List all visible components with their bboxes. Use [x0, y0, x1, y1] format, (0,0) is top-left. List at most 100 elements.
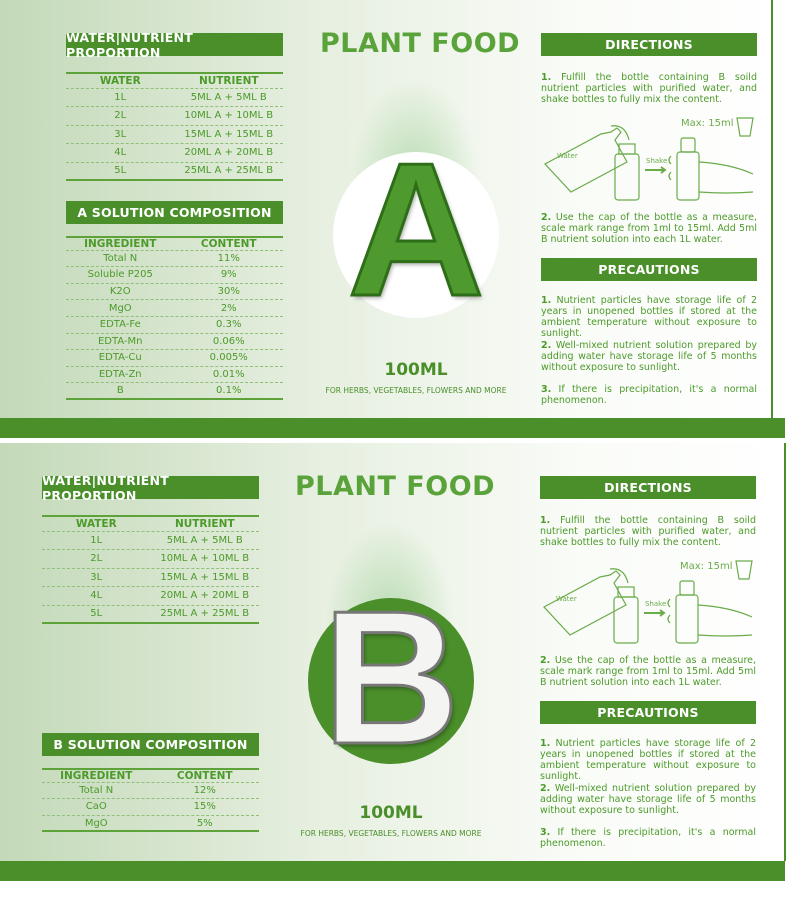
table-row: 1L 5ML A + 5ML B [42, 532, 259, 550]
water-label: Water [556, 595, 577, 603]
pour-arrow-icon [610, 125, 630, 141]
table-row: 3L 15ML A + 15ML B [42, 569, 259, 587]
label-bottom-bar [0, 861, 785, 881]
cell: 0.005% [209, 352, 248, 364]
step-number: 1. [540, 515, 551, 526]
step-number: 2. [540, 655, 551, 666]
cell: 2L [90, 553, 103, 565]
max-label: Max: 15ml [680, 561, 733, 572]
step-number: 3. [541, 384, 552, 395]
precaution-2: 2. Well-mixed nutrient solution prepared… [541, 340, 757, 373]
composition-table: INGREDIENT CONTENT Total N 11% Soluble P205 9… [66, 236, 283, 400]
proportion-table: WATER NUTRIENT 1L 5ML A + 5ML B 2L 10ML A + 1… [66, 72, 283, 181]
column-header: CONTENT [176, 769, 233, 782]
table-row: 2L 10ML A + 10ML B [66, 107, 283, 126]
product-title: PLANT FOOD [295, 471, 496, 502]
column-header: WATER [99, 74, 141, 87]
table-header: WATER NUTRIENT [42, 515, 259, 532]
cell: Total N [103, 252, 138, 264]
table-header: WATER NUTRIENT [66, 72, 283, 89]
table-row: 1L 5ML A + 5ML B [66, 89, 283, 107]
step-text: Use the cap of the bottle as a measure, … [540, 655, 757, 688]
proportion-heading: WATER|NUTRIENT PROPORTION [42, 473, 259, 503]
product-letter: B [321, 572, 461, 784]
cell: 0.01% [212, 369, 245, 381]
directions-illustration: Water Shake Max: 15ml [540, 555, 756, 650]
cell: EDTA-Cu [98, 352, 142, 364]
volume: 100ML [359, 803, 423, 823]
hand-shaking-bottle-icon [668, 137, 754, 201]
letter-circle [308, 598, 474, 764]
label-a: WATER|NUTRIENT PROPORTION WATER NUTRIENT 1L… [0, 0, 785, 438]
product-letter: A [346, 124, 486, 336]
precautions-heading: PRECAUTIONS [541, 258, 757, 281]
table-row: EDTA-Mn 0.06% [66, 334, 283, 351]
directions-heading: DIRECTIONS [540, 476, 756, 499]
step-text: Fulfill the bottle containing B soild nu… [541, 72, 757, 105]
cell: 12% [193, 784, 216, 796]
composition-table: INGREDIENT CONTENT Total N 12% CaO 15% MgO 5% [42, 768, 259, 833]
table-row: 4L 20ML A + 20ML B [66, 144, 283, 163]
cell: 5ML A + 5ML B [166, 534, 243, 546]
shake-label: Shake [645, 600, 667, 608]
step-number: 2. [541, 212, 552, 223]
column-header: INGREDIENT [60, 769, 133, 782]
label-border [784, 443, 786, 861]
cell: K2O [109, 286, 131, 298]
cell: 15ML A + 15ML B [184, 128, 274, 140]
table-row: Total N 11% [66, 251, 283, 268]
pour-arrow-icon [609, 568, 629, 584]
table-row: MgO 5% [42, 816, 259, 833]
cell: 25ML A + 25ML B [184, 165, 274, 177]
step-number: 2. [540, 783, 551, 794]
direction-step-1: 1. Fulfill the bottle containing B soild… [541, 72, 757, 105]
cell: EDTA-Zn [98, 369, 142, 381]
table-row: 5L 25ML A + 25ML B [42, 606, 259, 624]
directions-heading: DIRECTIONS [541, 33, 757, 56]
column-header: NUTRIENT [198, 74, 259, 87]
precaution-1: 1. Nutrient particles have storage life … [540, 738, 756, 782]
cell: 0.1% [216, 385, 242, 397]
table-row: EDTA-Fe 0.3% [66, 317, 283, 334]
cell: 2% [220, 302, 237, 314]
cell: 10ML A + 10ML B [160, 553, 250, 565]
product-title: PLANT FOOD [320, 28, 521, 59]
cell: EDTA-Mn [97, 335, 143, 347]
precaution-1: 1. Nutrient particles have storage life … [541, 295, 757, 339]
table-row: 2L 10ML A + 10ML B [42, 550, 259, 569]
cell: 4L [114, 147, 127, 159]
direction-step-2: 2. Use the cap of the bottle as a measur… [541, 212, 757, 245]
step-number: 1. [540, 738, 551, 749]
measuring-cap-icon [735, 560, 753, 580]
cell: 20ML A + 20ML B [160, 590, 250, 602]
cell: 4L [90, 590, 103, 602]
cell: 9% [220, 269, 237, 281]
column-header: NUTRIENT [174, 517, 235, 530]
table-row: 5L 25ML A + 25ML B [66, 163, 283, 181]
table-row: MgO 2% [66, 300, 283, 317]
cell: 5% [196, 817, 213, 829]
cell: 3L [114, 128, 127, 140]
cell: MgO [108, 302, 132, 314]
proportion-heading: WATER|NUTRIENT PROPORTION [66, 30, 283, 60]
step-number: 2. [541, 340, 552, 351]
tagline: FOR HERBS, VEGETABLES, FLOWERS AND MORE [325, 386, 507, 395]
cell: 30% [217, 286, 240, 298]
step-text: If there is precipitation, it's a normal… [541, 384, 757, 406]
water-label: Water [557, 152, 578, 160]
table-row: Total N 12% [42, 783, 259, 800]
small-bottle-icon [614, 143, 640, 201]
step-number: 1. [541, 295, 552, 306]
precaution-3: 3. If there is precipitation, it's a nor… [541, 384, 757, 406]
volume: 100ML [384, 360, 448, 380]
column-header: CONTENT [200, 237, 257, 250]
table-header: INGREDIENT CONTENT [66, 236, 283, 251]
cell: 0.06% [212, 335, 245, 347]
direction-step-2: 2. Use the cap of the bottle as a measur… [540, 655, 756, 688]
label-border [771, 0, 773, 418]
cell: Total N [79, 784, 114, 796]
step-text: If there is precipitation, it's a normal… [540, 827, 756, 849]
proportion-table: WATER NUTRIENT 1L 5ML A + 5ML B 2L 10ML A + 1… [42, 515, 259, 624]
step-text: Nutrient particles have storage life of … [540, 738, 756, 782]
shake-arrow-icon [644, 609, 666, 617]
